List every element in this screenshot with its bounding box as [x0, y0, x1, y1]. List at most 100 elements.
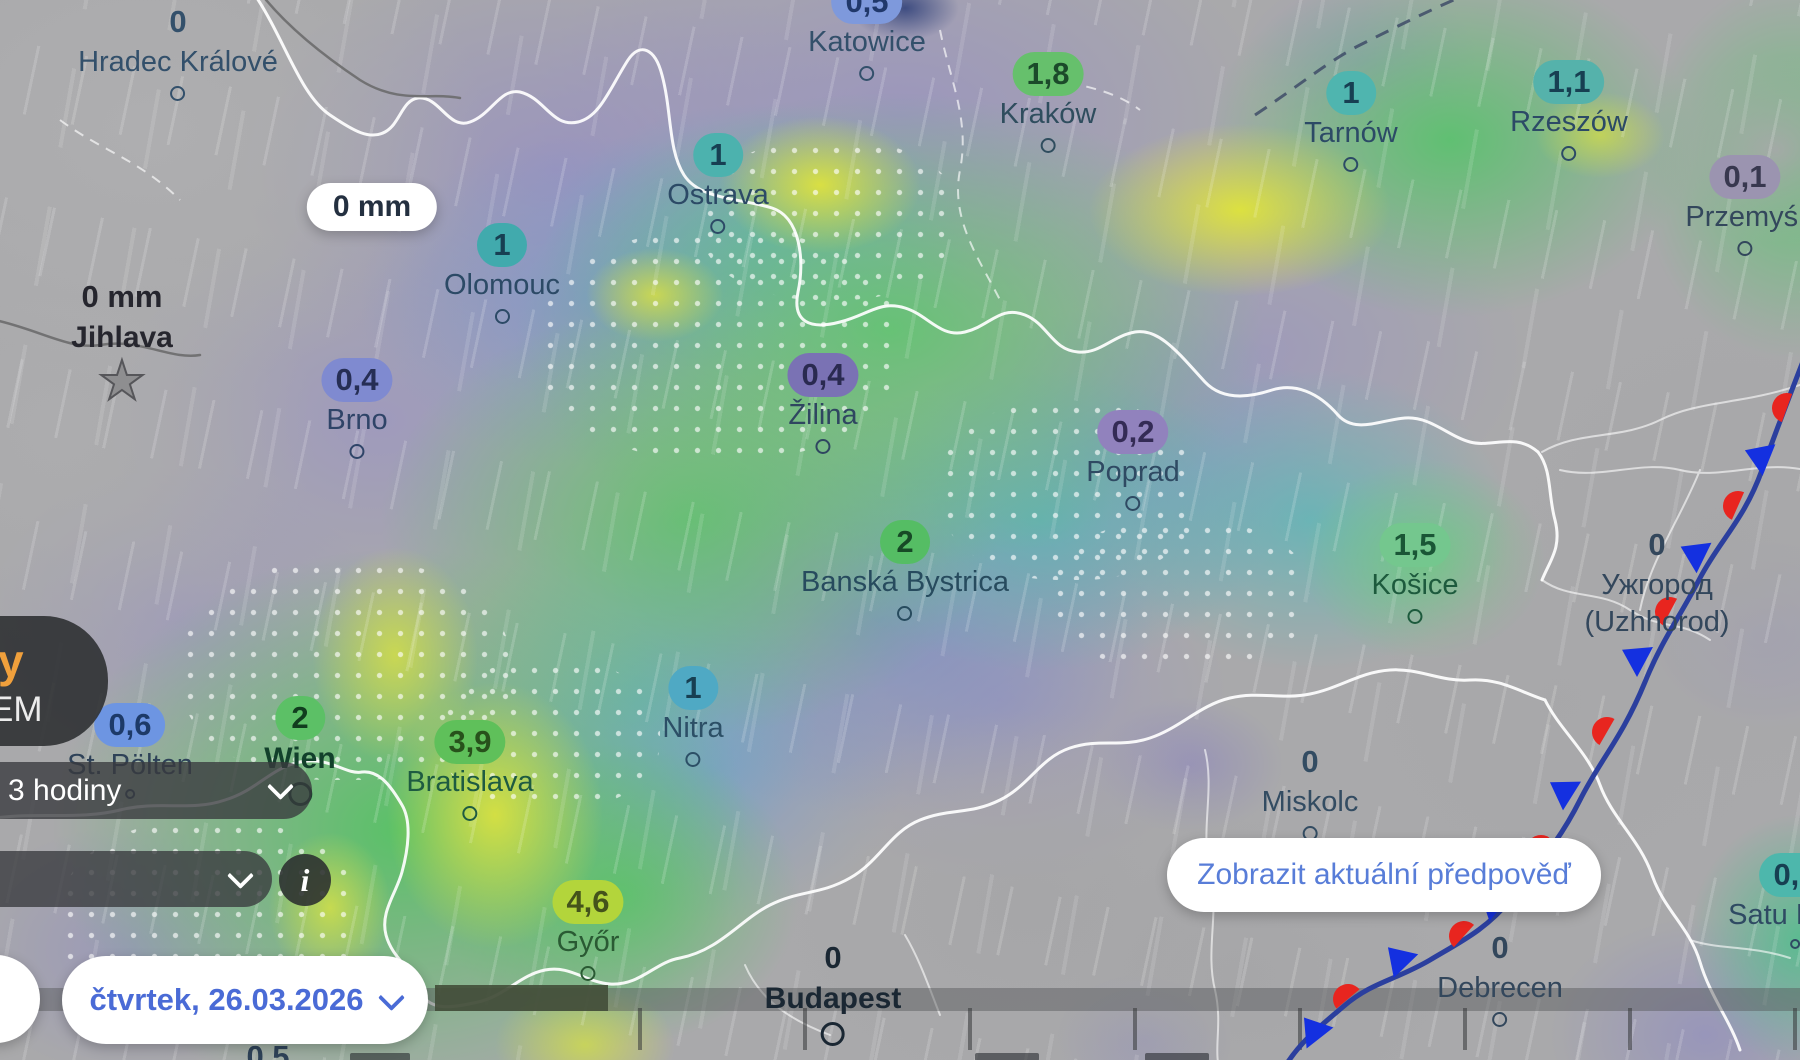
city-marker-icon[interactable] [821, 1022, 845, 1046]
city-Žilina[interactable]: 0,4 Žilina [787, 353, 859, 454]
city-marker-icon[interactable] [1343, 157, 1359, 172]
city-Banská Bystrica[interactable]: 2 Banská Bystrica [801, 520, 1009, 621]
clipped-time-label [975, 1053, 1039, 1060]
city-Győr[interactable]: 4,6 Győr [552, 880, 624, 981]
star-marker-icon[interactable]: ★ [97, 351, 147, 411]
city-label: Brno [326, 404, 388, 436]
show-current-forecast-button[interactable]: Zobrazit aktuální předpověď [1167, 838, 1601, 912]
chevron-down-icon [377, 983, 405, 1011]
city-marker-icon[interactable] [1737, 241, 1753, 256]
timeline-tick [638, 1008, 642, 1050]
timeline-progress-segment [435, 985, 608, 1011]
layer-menu-accent-label: y [0, 635, 24, 687]
precip-value: 0 [1491, 930, 1509, 965]
city-label: Ostrava [667, 179, 769, 211]
city-Olomouc[interactable]: 1 Olomouc [444, 223, 560, 324]
city-Poprad[interactable]: 0,2 Poprad [1086, 410, 1180, 511]
city-Miskolc[interactable]: 0 Miskolc [1261, 740, 1359, 841]
city-marker-icon[interactable] [710, 219, 726, 234]
city-marker-icon[interactable] [1561, 146, 1577, 161]
timeline-tick [968, 1008, 972, 1050]
city-label: Satu Mare [1728, 899, 1800, 931]
date-dropdown[interactable]: čtvrtek, 26.03.2026 [62, 956, 428, 1044]
city-marker-icon[interactable] [1789, 939, 1800, 949]
city-marker-icon[interactable] [1407, 609, 1423, 624]
city-Przemyśl[interactable]: 0,1 Przemyśl [1685, 155, 1800, 256]
city-label: Košice [1371, 569, 1459, 601]
layer-menu-secondary-label: EM [0, 690, 43, 729]
precip-value: 3,9 [434, 720, 506, 764]
city-Brno[interactable]: 0,4 Brno [321, 358, 393, 459]
city-Hradec Králové[interactable]: 0 Hradec Králové [78, 0, 278, 101]
info-icon: i [300, 861, 310, 898]
city-Ostrava[interactable]: 1 Ostrava [667, 133, 769, 234]
city-Katowice[interactable]: 0,5 Katowice [808, 0, 926, 81]
city-label: Bratislava [406, 766, 534, 798]
city-marker-icon[interactable] [1492, 1012, 1508, 1027]
city-label: Kraków [999, 98, 1097, 130]
city-marker-icon[interactable] [1040, 138, 1056, 153]
info-button[interactable]: i [279, 854, 331, 906]
city-marker-icon[interactable] [815, 439, 831, 454]
city-label: Hradec Králové [78, 46, 278, 78]
city-marker-icon[interactable] [462, 806, 478, 821]
precip-value: 0 [824, 940, 842, 975]
city-label: Przemyśl [1685, 201, 1800, 233]
precip-value: 0,5 [831, 0, 903, 24]
city-Kraków[interactable]: 1,8 Kraków [999, 52, 1097, 153]
precip-value: 0,4 [787, 353, 859, 397]
city-marker-icon[interactable] [170, 86, 186, 101]
city-label: Miskolc [1261, 786, 1359, 818]
city-Nitra[interactable]: 1 Nitra [662, 666, 724, 767]
precip-value: 0,9 [1759, 853, 1800, 897]
chevron-down-icon [227, 862, 254, 890]
clipped-time-label [1145, 1053, 1209, 1060]
timeline-tick [1793, 1008, 1797, 1050]
city-label: Banská Bystrica [801, 566, 1009, 598]
city-Košice[interactable]: 1,5 Košice [1371, 523, 1459, 624]
city-label: Katowice [808, 26, 926, 58]
clipped-time-label [350, 1053, 410, 1060]
city-label: Ужгород [1601, 569, 1713, 601]
city-marker-icon[interactable] [859, 66, 875, 81]
precip-value: 0 mm [81, 279, 163, 314]
chevron-down-icon [267, 773, 294, 801]
timeline-tick [803, 1008, 807, 1050]
city-marker-icon[interactable] [897, 606, 913, 621]
city-marker-icon[interactable] [1125, 496, 1141, 511]
city-Debrecen[interactable]: 0 Debrecen [1437, 926, 1563, 1027]
model-dropdown[interactable] [0, 851, 272, 907]
precip-value: 1,1 [1533, 60, 1605, 104]
interval-dropdown[interactable]: 3 hodiny [0, 762, 312, 819]
city-clipped[interactable]: 0,5 [246, 1035, 289, 1060]
city-label: Rzeszów [1510, 106, 1628, 138]
precip-value: 1,8 [1012, 52, 1084, 96]
precip-value: 0 [169, 4, 187, 39]
precip-value: 1,5 [1379, 523, 1451, 567]
city-Satu Mare[interactable]: 0,9Satu Mare [1728, 853, 1800, 949]
city-Budapest[interactable]: 0 Budapest [765, 936, 901, 1046]
precip-value: 1 [1326, 71, 1376, 115]
city-Bratislava[interactable]: 3,9 Bratislava [406, 720, 534, 821]
precip-value: 0,6 [94, 703, 166, 747]
city-Tarnów[interactable]: 1 Tarnów [1304, 71, 1398, 172]
precip-value: 0 [1648, 527, 1666, 562]
precip-value: 1 [693, 133, 743, 177]
precip-value: 0 [1301, 744, 1319, 779]
city-label: Poprad [1086, 456, 1180, 488]
timeline-tick [1628, 1008, 1632, 1050]
city-marker-icon[interactable] [349, 444, 365, 459]
layer-menu-panel[interactable] [0, 616, 108, 746]
city-marker-icon[interactable] [494, 309, 510, 324]
precip-value: 1 [476, 223, 527, 267]
city-Ужгород[interactable]: 0 Ужгород (Uzhhorod) [1584, 523, 1729, 641]
city-marker-icon[interactable] [580, 966, 596, 981]
precip-value: 2 [879, 520, 930, 564]
city-marker-icon[interactable] [685, 752, 701, 767]
city-Rzeszów[interactable]: 1,1 Rzeszów [1510, 60, 1628, 161]
value-tooltip: 0 mm [306, 183, 438, 231]
city-Jihlava[interactable]: 0 mm Jihlava ★ [71, 275, 173, 411]
city-label: Győr [556, 926, 620, 958]
city-label-alt: (Uzhhorod) [1584, 606, 1730, 638]
date-dropdown-value: čtvrtek, 26.03.2026 [89, 982, 364, 1017]
